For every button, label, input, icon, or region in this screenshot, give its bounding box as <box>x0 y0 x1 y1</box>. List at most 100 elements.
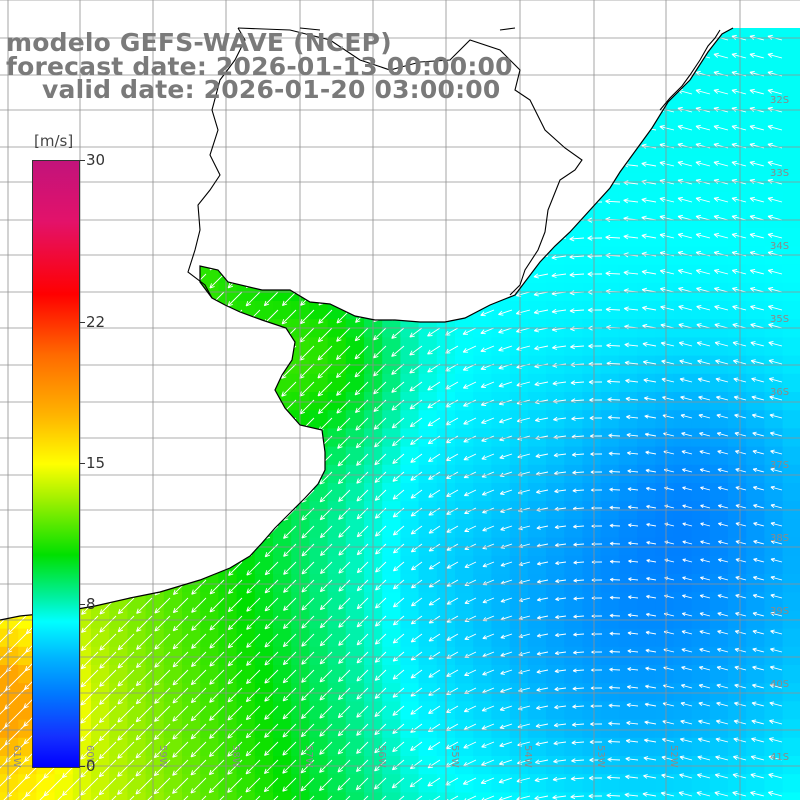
wind-speed-cell <box>709 173 729 193</box>
wind-speed-cell <box>637 410 656 429</box>
wind-arrow <box>536 669 549 674</box>
wind-arrow <box>500 669 513 675</box>
wind-arrow <box>553 758 567 764</box>
wind-arrow <box>571 758 585 763</box>
wind-arrow <box>409 309 423 320</box>
wind-speed-cell <box>491 155 511 175</box>
wind-arrow <box>605 90 621 96</box>
wind-speed-cell <box>418 210 438 229</box>
wind-arrow <box>428 489 441 498</box>
wind-arrow <box>301 561 315 575</box>
wind-arrow <box>767 196 783 203</box>
wind-arrow <box>623 54 639 60</box>
wind-speed-cell <box>327 319 347 338</box>
wind-arrow <box>480 273 495 281</box>
wind-speed-cell <box>637 173 656 193</box>
wind-arrow <box>551 56 567 62</box>
wind-speed-cell <box>91 119 110 138</box>
wind-speed-cell <box>218 246 238 266</box>
wind-speed-cell <box>527 82 547 102</box>
wind-speed-cell <box>345 555 365 575</box>
wind-arrow <box>245 687 261 703</box>
wind-speed-cell <box>163 119 183 138</box>
wind-speed-cell <box>491 483 511 502</box>
wind-arrow <box>300 255 315 270</box>
wind-speed-cell <box>491 719 511 739</box>
wind-arrow <box>464 525 477 532</box>
wind-arrow <box>462 183 477 191</box>
wind-arrow <box>591 560 603 565</box>
wind-arrow <box>481 705 495 712</box>
wind-arrow <box>606 775 621 780</box>
wind-speed-cell <box>109 483 128 502</box>
wind-arrow <box>246 561 261 576</box>
wind-arrow <box>300 777 315 792</box>
wind-speed-cell <box>455 319 474 338</box>
wind-speed-cell <box>455 210 474 229</box>
wind-arrow <box>227 651 243 667</box>
wind-speed-cell <box>72 774 92 793</box>
wind-speed-cell <box>145 373 165 393</box>
wind-arrow <box>553 722 567 728</box>
wind-arrow <box>356 489 369 502</box>
wind-speed-cell <box>473 592 492 611</box>
wind-speed-cell <box>345 155 365 175</box>
wind-speed-cell <box>673 701 693 721</box>
wind-arrow <box>154 237 171 254</box>
wind-speed-cell <box>127 191 147 211</box>
wind-arrow <box>497 129 513 136</box>
wind-speed-cell <box>309 119 329 138</box>
wind-arrow <box>246 129 261 144</box>
wind-arrow <box>410 741 423 752</box>
wind-arrow <box>172 417 189 434</box>
wind-arrow <box>427 39 441 49</box>
wind-speed-cell <box>0 719 19 739</box>
wind-speed-cell <box>582 756 602 775</box>
wind-arrow <box>609 649 621 654</box>
wind-speed-cell <box>0 210 19 229</box>
wind-speed-cell <box>655 701 674 721</box>
wind-arrow <box>245 795 261 800</box>
wind-arrow <box>410 633 423 643</box>
wind-speed-cell <box>691 555 711 575</box>
wind-arrow <box>227 255 243 271</box>
wind-arrow <box>627 523 639 528</box>
wind-arrow <box>154 183 171 200</box>
wind-speed-cell <box>236 792 256 800</box>
wind-speed-cell <box>691 464 711 484</box>
wind-arrow <box>99 255 117 273</box>
wind-speed-cell <box>455 446 474 466</box>
wind-arrow <box>317 345 333 361</box>
wind-speed-cell <box>782 46 800 65</box>
wind-arrow <box>282 219 297 234</box>
wind-speed-cell <box>455 155 474 175</box>
wind-arrow <box>587 307 603 313</box>
wind-arrow <box>533 57 549 63</box>
wind-arrow <box>80 723 99 742</box>
wind-speed-cell <box>163 483 183 502</box>
wind-speed-cell <box>473 519 492 539</box>
wind-speed-cell <box>291 246 310 266</box>
wind-speed-cell <box>327 173 347 193</box>
wind-speed-cell <box>109 301 128 320</box>
wind-speed-cell <box>0 373 19 393</box>
wind-speed-cell <box>655 319 674 338</box>
wind-speed-cell <box>782 337 800 357</box>
wind-speed-cell <box>782 319 800 338</box>
wind-arrow <box>714 305 729 311</box>
wind-arrow <box>336 381 351 396</box>
wind-arrow <box>62 111 81 130</box>
wind-arrow <box>98 741 117 760</box>
wind-speed-cell <box>163 701 183 721</box>
wind-speed-cell <box>637 64 656 84</box>
wind-speed-cell <box>127 319 147 338</box>
wind-speed-cell <box>309 410 329 429</box>
wind-arrow <box>626 685 639 690</box>
wind-speed-cell <box>273 301 292 320</box>
wind-speed-cell <box>200 301 219 320</box>
wind-arrow <box>209 219 225 235</box>
wind-speed-cell <box>746 701 765 721</box>
wind-arrow <box>752 449 765 455</box>
wind-arrow <box>392 453 405 465</box>
wind-arrow <box>409 291 423 302</box>
